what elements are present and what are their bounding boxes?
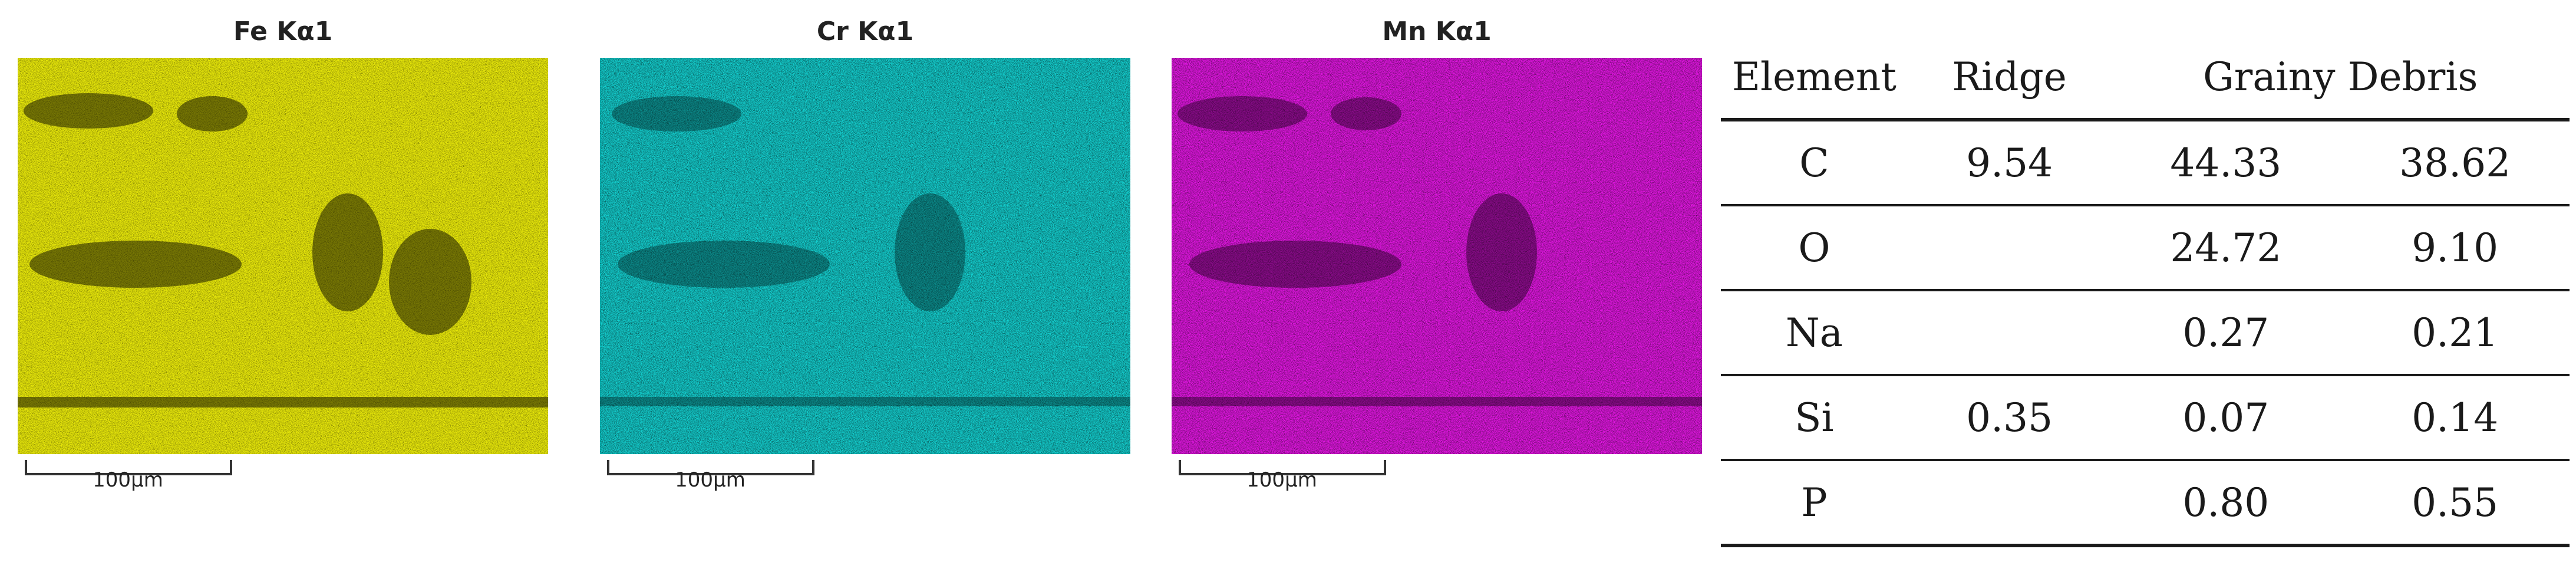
table-row: P 0.80 0.55	[1721, 460, 2570, 545]
header-ridge: Ridge	[1952, 54, 2067, 100]
mn-elemental-map	[1172, 58, 1702, 454]
cell-grainy-debris-1: 24.72	[2170, 225, 2282, 271]
cr-map-panel: Cr Kα1 100μm	[600, 0, 1130, 562]
cell-grainy-debris-2: 0.21	[2412, 310, 2499, 356]
cell-grainy-debris-1: 0.27	[2182, 310, 2270, 356]
table-row: Na 0.27 0.21	[1721, 290, 2570, 375]
cell-ridge	[1908, 460, 2112, 545]
mn-scalebar: 100μm	[1179, 455, 1386, 502]
cr-scalebar: 100μm	[607, 455, 814, 502]
mn-map-title: Mn Kα1	[1382, 17, 1492, 47]
cr-map-title: Cr Kα1	[816, 17, 914, 47]
mn-map-panel: Mn Kα1 100μm	[1172, 0, 1702, 562]
cell-grainy-debris-1: 0.80	[2182, 479, 2270, 525]
mn-scalebar-line	[1179, 460, 1386, 475]
cr-elemental-map	[600, 58, 1130, 454]
cell-ridge: 0.35	[1966, 395, 2053, 441]
fe-elemental-map	[18, 58, 548, 454]
composition-table: Element Ridge Grainy Debris C 9.54 44.33…	[1721, 35, 2570, 547]
cr-scalebar-label: 100μm	[675, 468, 746, 492]
cell-grainy-debris-2: 38.62	[2399, 140, 2511, 186]
fe-scalebar-line	[25, 460, 232, 475]
fe-scalebar: 100μm	[25, 455, 232, 502]
cell-ridge: 9.54	[1966, 140, 2053, 186]
cell-grainy-debris-1: 0.07	[2182, 395, 2270, 441]
cell-grainy-debris-1: 44.33	[2170, 140, 2282, 186]
cell-element: O	[1798, 225, 1830, 271]
fe-scalebar-label: 100μm	[93, 468, 163, 492]
cell-element: Si	[1795, 395, 1834, 441]
cell-grainy-debris-2: 0.55	[2412, 479, 2499, 525]
table-row: O 24.72 9.10	[1721, 205, 2570, 290]
cr-scalebar-line	[607, 460, 814, 475]
cell-ridge	[1908, 205, 2112, 290]
cell-grainy-debris-2: 9.10	[2412, 225, 2499, 271]
cell-element: P	[1801, 479, 1828, 525]
header-grainy-debris: Grainy Debris	[2203, 54, 2478, 100]
table-header-row: Element Ridge Grainy Debris	[1721, 35, 2570, 120]
table-row: C 9.54 44.33 38.62	[1721, 120, 2570, 205]
mn-scalebar-label: 100μm	[1246, 468, 1317, 492]
cell-element: Na	[1785, 310, 1843, 356]
composition-table-wrapper: Element Ridge Grainy Debris C 9.54 44.33…	[1721, 35, 2570, 547]
cell-grainy-debris-2: 0.14	[2412, 395, 2499, 441]
cell-element: C	[1799, 140, 1829, 186]
fe-map-title: Fe Kα1	[233, 17, 333, 47]
fe-map-panel: Fe Kα1 100μm	[18, 0, 548, 562]
header-element: Element	[1731, 54, 1896, 100]
table-row: Si 0.35 0.07 0.14	[1721, 375, 2570, 460]
cell-ridge	[1908, 290, 2112, 375]
